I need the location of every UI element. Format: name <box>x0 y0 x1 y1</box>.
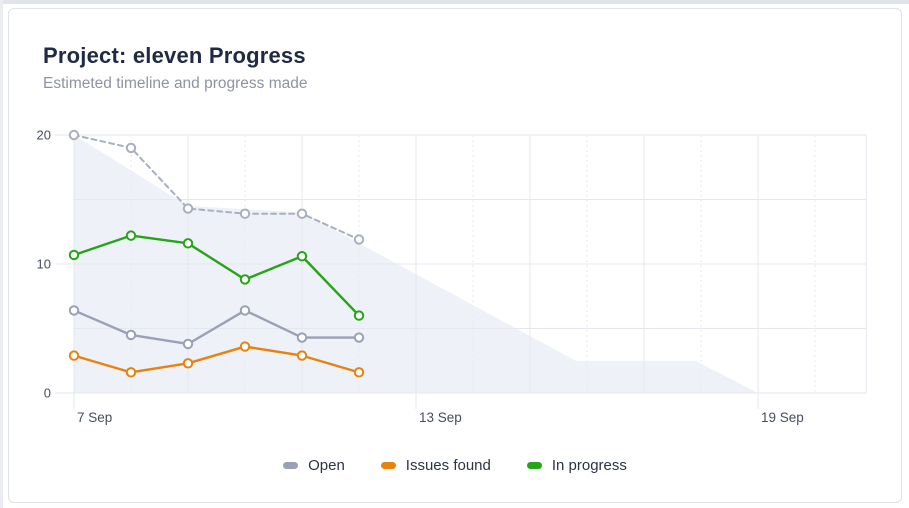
legend-item-in-progress[interactable]: In progress <box>526 456 627 474</box>
series-marker-open <box>182 338 194 350</box>
x-axis-tick-label: 7 Sep <box>77 410 112 425</box>
series-line-estimated <box>73 134 360 241</box>
series-in-progress <box>68 230 365 321</box>
gridlines <box>55 134 867 409</box>
series-marker-estimated <box>239 208 251 219</box>
series-marker-issues-found <box>125 367 137 378</box>
series-marker-issues-found <box>296 350 308 361</box>
series-marker-estimated <box>296 208 308 219</box>
series-marker-estimated <box>125 142 137 154</box>
series-marker-estimated <box>182 203 194 214</box>
series-marker-estimated <box>353 234 365 245</box>
series-line-issues-found <box>72 345 361 374</box>
x-axis-tick-label: 13 Sep <box>419 410 462 425</box>
series-estimated <box>68 129 365 245</box>
legend-item-open[interactable]: Open <box>283 457 345 474</box>
series-marker-in-progress <box>182 238 194 249</box>
x-axis-tick-label: 19 Sep <box>761 410 804 425</box>
legend-label-issues-found: Issues found <box>405 456 491 474</box>
page-frame-left <box>0 0 3 508</box>
series-marker-issues-found <box>182 358 194 369</box>
card-subtitle: Estimeted timeline and progress made <box>43 75 308 92</box>
series-open <box>68 305 365 350</box>
legend-label-in-progress: In progress <box>551 456 627 474</box>
progress-line-chart: 0 10 20 7 Sep 13 Sep 19 Sep <box>37 128 867 426</box>
series-marker-in-progress <box>68 249 80 261</box>
legend-label-open: Open <box>308 456 345 474</box>
legend-item-issues-found[interactable]: Issues found <box>380 456 491 474</box>
series-marker-open <box>296 332 308 343</box>
y-axis-tick-label: 20 <box>37 128 51 143</box>
y-axis-tick-label: 10 <box>37 257 51 272</box>
series-marker-in-progress <box>239 274 251 285</box>
series-marker-open <box>239 305 251 316</box>
series-marker-issues-found <box>239 341 251 352</box>
series-issues-found <box>68 341 365 378</box>
series-marker-issues-found <box>353 367 365 378</box>
series-marker-in-progress <box>125 230 137 241</box>
page-frame-top <box>0 0 909 4</box>
series-line-in-progress <box>72 234 361 317</box>
y-axis-tick-label: 0 <box>44 386 51 401</box>
series-marker-in-progress <box>296 251 308 262</box>
legend-swatch-open <box>283 461 299 469</box>
axis-labels: 0 10 20 7 Sep 13 Sep 19 Sep <box>37 128 804 426</box>
series-marker-open <box>353 332 365 343</box>
series-marker-open <box>68 305 80 316</box>
legend-swatch-issues-found <box>380 461 396 469</box>
series-marker-open <box>125 329 137 341</box>
series-line-open <box>72 309 361 346</box>
series-marker-estimated <box>68 129 80 141</box>
series-marker-in-progress <box>353 310 365 321</box>
series-marker-issues-found <box>68 350 80 361</box>
card-title: Project: eleven Progress <box>43 43 306 68</box>
chart-legend: Open Issues found In progress <box>9 453 901 477</box>
legend-swatch-in-progress <box>526 461 542 469</box>
